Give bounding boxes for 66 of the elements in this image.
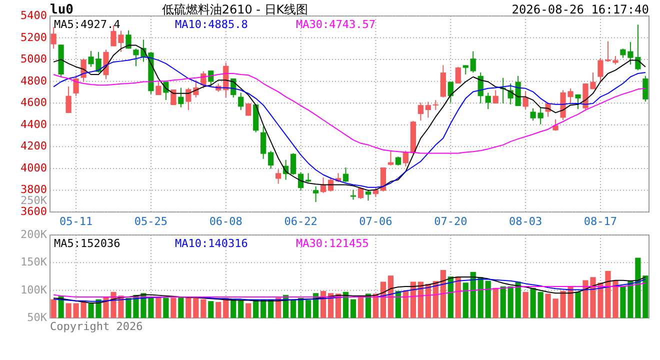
candlestick [260,126,266,160]
candlestick [365,189,372,202]
text: MA10:4885.8 [175,18,248,32]
candlestick [73,74,79,97]
y-tick-label: 200K [20,228,48,242]
candlestick [238,92,244,111]
candlestick [178,87,184,108]
y-tick-label: 4800 [20,74,47,88]
x-tick-label: 08-03 [509,215,542,228]
x-tick-label: 06-08 [209,215,242,228]
candlestick [312,186,319,203]
text: MA5:152036 [54,237,120,250]
chart-subtitle: lu0 [50,2,74,18]
candlestick [208,70,214,88]
y-tick-label: 5400 [20,9,47,22]
candlestick [485,92,491,110]
candlestick [418,102,424,122]
text: MA30:4743.57 [296,18,376,32]
candlestick [432,100,438,111]
candlestick [66,86,72,114]
y-tick-label: 5200 [20,30,47,44]
text: MA10:140316 [175,237,248,250]
x-tick-label: 07-20 [434,215,468,228]
candlestick [290,152,296,176]
y-tick-label: 4400 [20,118,47,131]
candlestick [388,150,394,166]
text: 250K [20,194,48,208]
candlestick [462,64,468,75]
series-label: MA5:4927.4 [54,18,121,32]
candlestick [350,189,356,200]
candlestick [80,58,86,82]
chart-title: 低硫燃料油2610 - 日K线图 [162,2,308,16]
y-tick-label: 3600 [20,205,47,218]
candlestick [455,66,461,84]
x-tick-label: 08-17 [584,215,618,228]
candlestick [276,168,282,184]
y-tick-label: 4600 [20,96,47,110]
y-tick-label: 3800 [20,183,47,196]
candlestick [320,176,326,194]
candlestick [186,87,192,111]
text: MA30:121455 [296,237,369,250]
candlestick [50,26,56,50]
y-tick-label: 4200 [20,140,47,153]
candlestick [103,49,109,80]
x-tick-label: 05-25 [134,215,168,228]
candlestick [268,150,274,170]
y-tick-label: 50K [27,311,48,324]
x-tick-label: 07-06 [359,215,392,228]
candlestick [470,50,476,74]
y-tick-label: 100K [20,283,48,296]
candlestick [492,90,498,104]
candlestick [156,81,162,96]
candlestick [342,166,349,183]
y-tick-label: 5000 [20,52,47,66]
line-series [53,282,646,298]
candlestick [402,150,408,167]
candlestick [642,75,648,102]
text: Copyright 2026 [50,320,143,334]
y-tick-label: 150K [20,256,48,269]
x-tick-label: 06-22 [284,215,318,228]
y-tick-label: 4000 [20,161,47,174]
x-tick-label: 05-11 [59,215,93,228]
candlestick [425,101,431,118]
candlestick [522,90,528,110]
annotation: 2026-08-26 16:17:40 [512,2,649,16]
candlestick [575,94,581,110]
